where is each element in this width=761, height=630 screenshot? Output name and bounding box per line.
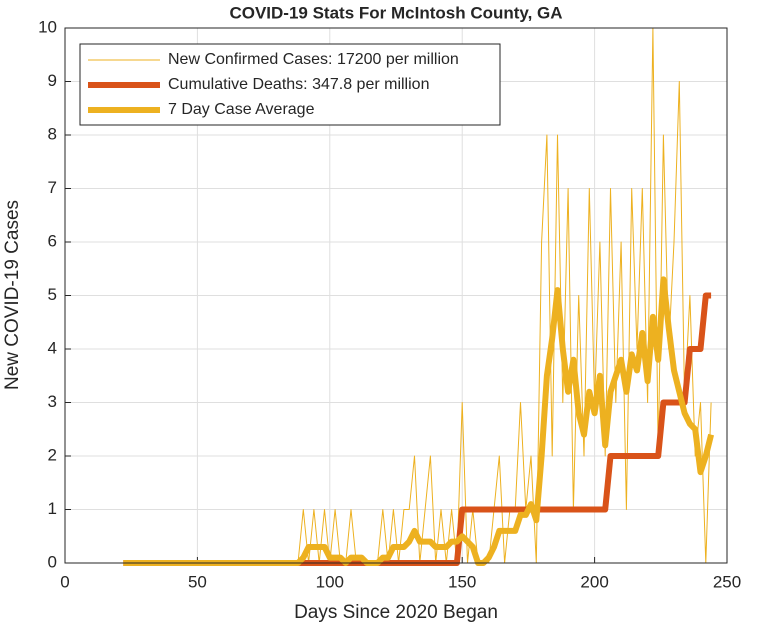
legend-label: New Confirmed Cases: 17200 per million <box>168 51 459 68</box>
y-tick-label: 5 <box>48 285 57 304</box>
y-tick-label: 3 <box>48 392 57 411</box>
chart-title: COVID-19 Stats For McIntosh County, GA <box>229 3 562 22</box>
x-tick-label: 200 <box>580 572 608 591</box>
y-tick-label: 10 <box>38 17 57 36</box>
y-tick-label: 0 <box>48 552 57 571</box>
legend-label: 7 Day Case Average <box>168 101 315 118</box>
x-tick-label: 0 <box>60 572 69 591</box>
x-tick-label: 250 <box>713 572 741 591</box>
x-tick-label: 100 <box>316 572 344 591</box>
y-axis-label: New COVID-19 Cases <box>2 200 23 390</box>
x-tick-label: 50 <box>188 572 207 591</box>
legend-label: Cumulative Deaths: 347.8 per million <box>168 76 429 93</box>
y-tick-label: 7 <box>48 178 57 197</box>
y-tick-label: 8 <box>48 124 57 143</box>
y-tick-label: 2 <box>48 445 57 464</box>
plot-frame <box>64 27 728 564</box>
x-tick-label: 150 <box>448 572 476 591</box>
x-axis-label: Days Since 2020 Began <box>294 602 498 623</box>
y-tick-label: 4 <box>48 338 57 357</box>
y-tick-label: 1 <box>48 499 57 518</box>
y-tick-label: 9 <box>48 71 57 90</box>
y-tick-label: 6 <box>48 231 57 250</box>
